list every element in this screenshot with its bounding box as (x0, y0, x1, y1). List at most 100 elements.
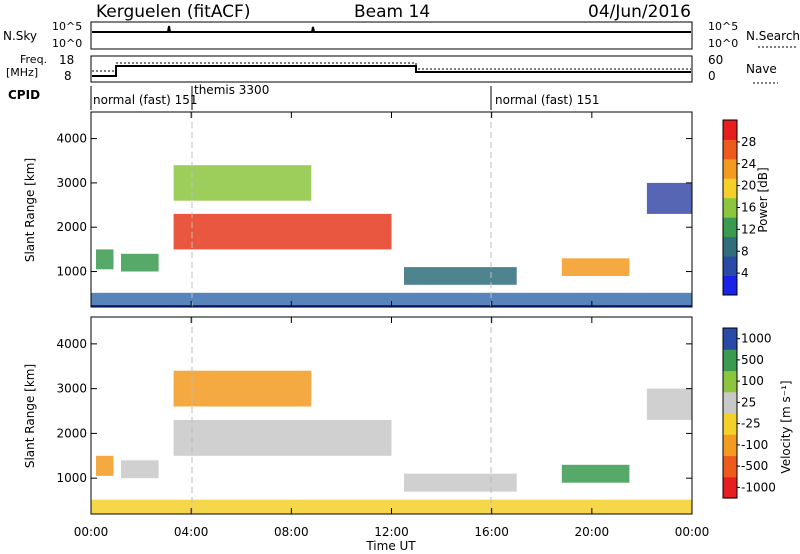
cpid-segment-2: themis 3300 (194, 83, 269, 97)
velocity-ylabel: Slant Range [km] (23, 364, 37, 468)
cpid-segment-1: normal (fast) 151 (93, 93, 197, 107)
velocity-colorbar-swatch (723, 328, 737, 350)
velocity-colorbar-tick-label: 25 (741, 395, 756, 409)
velocity-echo-region-7 (561, 464, 630, 483)
nsky-label: N.Sky (3, 29, 37, 43)
nave-tick-top: 60 (708, 53, 723, 67)
power-colorbar-tick-label: 12 (741, 222, 756, 236)
velocity-ytick-label: 2000 (56, 426, 87, 440)
freq-trace (92, 65, 691, 77)
power-echo-region-6 (404, 267, 517, 285)
date-title: 04/Jun/2016 (588, 2, 691, 22)
velocity-ytick-label: 3000 (56, 382, 87, 396)
power-panel: 1000 2000 3000 4000 Slant Range [km] 4 8 12 16… (23, 111, 770, 308)
velocity-colorbar-swatch (723, 413, 737, 435)
power-colorbar-swatch (723, 120, 737, 140)
velocity-marks (91, 370, 692, 514)
power-ytick-label: 3000 (56, 176, 87, 190)
velocity-colorbar-swatch (723, 391, 737, 414)
power-colorbar-swatch (723, 275, 737, 296)
freq-tick-bottom: 8 (64, 69, 72, 83)
nsky-tick-bottom: 10^0 (52, 37, 82, 50)
power-echo-region-3 (173, 165, 312, 201)
power-colorbar-swatch (723, 236, 737, 257)
power-colorbar-swatch (723, 256, 737, 276)
nave-trace (92, 62, 691, 72)
power-yticks: 1000 2000 3000 4000 (56, 132, 692, 279)
time-axis-ticks: 00:00 04:00 08:00 12:00 16:00 20:00 00:00 (74, 112, 710, 539)
freq-tick-top: 18 (59, 53, 74, 67)
beam-title: Beam 14 (354, 2, 430, 22)
cpid-segment-3: normal (fast) 151 (495, 93, 599, 107)
velocity-colorbar-tick-label: 1000 (741, 332, 772, 346)
nave-tick-bottom: 0 (708, 69, 716, 83)
radar-title: Kerguelen (fitACF) (96, 2, 250, 22)
velocity-colorbar-label: Velocity [m s⁻¹] (779, 380, 793, 473)
velocity-panel: 1000 2000 3000 4000 Slant Range [km] 1000 50… (23, 112, 793, 553)
velocity-colorbar-swatch (723, 370, 737, 393)
time-tick-label: 12:00 (374, 525, 409, 539)
power-colorbar: 4 8 12 16 20 24 28 (722, 119, 756, 296)
power-colorbar-tick-label: 16 (741, 201, 756, 215)
power-colorbar-swatch (723, 197, 737, 218)
time-tick-label: 20:00 (575, 525, 610, 539)
velocity-echo-region-5 (121, 460, 159, 479)
power-ytick-label: 1000 (56, 265, 87, 279)
time-tick-label: 00:00 (675, 525, 710, 539)
time-axis-label: Time UT (365, 539, 416, 553)
power-colorbar-tick-label: 24 (741, 157, 756, 171)
power-colorbar-label: Power [dB] (756, 167, 770, 232)
power-ytick-label: 4000 (56, 132, 87, 146)
power-colorbar-swatch (723, 217, 737, 238)
velocity-colorbar-tick-label: -25 (741, 417, 761, 431)
time-tick-label: 08:00 (274, 525, 309, 539)
power-echo-region-2 (173, 213, 392, 250)
velocity-ytick-label: 4000 (56, 337, 87, 351)
nsearch-label: N.Search (746, 29, 800, 43)
velocity-echo-region-4 (96, 455, 114, 476)
power-colorbar-tick-label: 20 (741, 179, 756, 193)
cpid-panel: CPID normal (fast) 151 themis 3300 norma… (8, 83, 599, 110)
power-ytick-label: 2000 (56, 220, 87, 234)
freq-panel: Freq. [MHz] 18 8 60 0 Nave (6, 53, 778, 84)
nave-label: Nave (746, 62, 777, 76)
power-echo-region-4 (96, 249, 114, 270)
velocity-colorbar-tick-label: 500 (741, 353, 764, 367)
velocity-ytick-label: 1000 (56, 471, 87, 485)
power-colorbar-swatch (723, 178, 737, 199)
power-colorbar-tick-label: 4 (741, 266, 749, 280)
power-ylabel: Slant Range [km] (23, 158, 37, 262)
velocity-colorbar-tick-label: -1000 (741, 480, 776, 494)
freq-label-line2: [MHz] (6, 66, 38, 79)
power-colorbar-swatch (723, 139, 737, 160)
velocity-echo-region-8 (646, 388, 692, 420)
nsky-trace (92, 25, 691, 33)
velocity-echo-region-3 (173, 370, 312, 407)
velocity-echo-region-2 (173, 420, 392, 456)
velocity-colorbar-tick-label: -100 (741, 438, 768, 452)
power-colorbar-swatch (723, 158, 737, 179)
velocity-colorbar-swatch (723, 434, 737, 457)
time-tick-label: 00:00 (74, 525, 109, 539)
nsky-tick-top: 10^5 (52, 20, 82, 33)
nsearch-tick-top: 10^5 (708, 20, 738, 33)
time-tick-label: 04:00 (174, 525, 209, 539)
velocity-colorbar-swatch (723, 349, 737, 372)
power-echo-region-7 (561, 258, 630, 276)
cpid-label: CPID (8, 88, 40, 102)
power-colorbar-tick-label: 8 (741, 244, 749, 258)
velocity-colorbar-swatch (723, 476, 737, 499)
velocity-colorbar: 1000 500 100 25 -25 -100 -500 -1000 (722, 327, 776, 499)
velocity-colorbar-tick-label: -500 (741, 459, 768, 473)
power-colorbar-tick-label: 28 (741, 135, 756, 149)
power-echo-region-1 (91, 292, 692, 307)
nsky-panel: N.Sky 10^5 10^0 10^5 10^0 N.Search (3, 20, 800, 50)
velocity-yticks: 1000 2000 3000 4000 (56, 337, 692, 485)
power-echo-region-5 (121, 253, 159, 272)
velocity-colorbar-swatch (723, 455, 737, 478)
velocity-echo-region-6 (404, 473, 517, 492)
velocity-colorbar-tick-label: 100 (741, 374, 764, 388)
velocity-colorbar-frame (722, 327, 738, 499)
freq-label-line1: Freq. (20, 53, 47, 66)
